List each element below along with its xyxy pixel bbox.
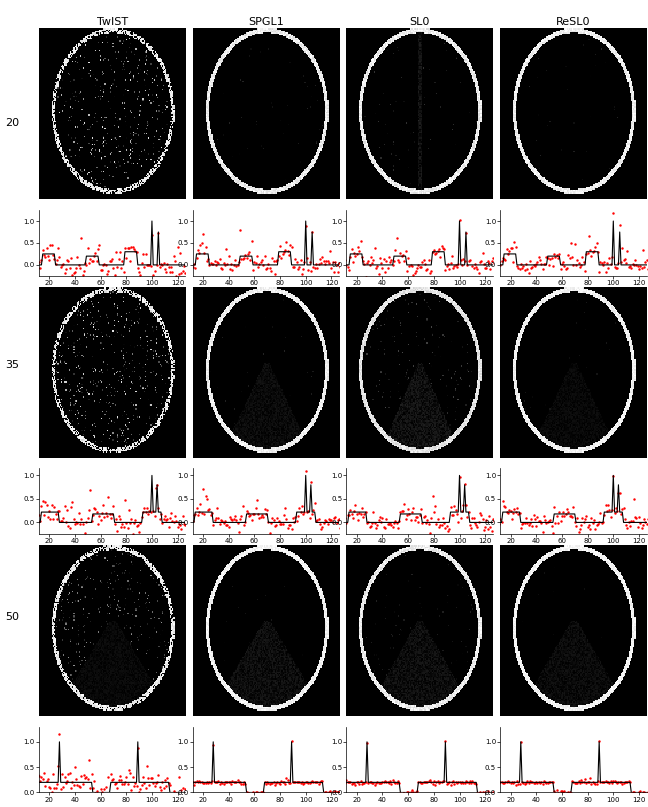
Title: ReSL0: ReSL0 <box>556 18 591 27</box>
Title: TwIST: TwIST <box>97 18 128 27</box>
Text: 20: 20 <box>5 118 19 128</box>
Title: SPGL1: SPGL1 <box>248 18 284 27</box>
Text: 35: 35 <box>5 360 19 370</box>
Title: SL0: SL0 <box>410 18 430 27</box>
Text: 50: 50 <box>5 613 19 622</box>
